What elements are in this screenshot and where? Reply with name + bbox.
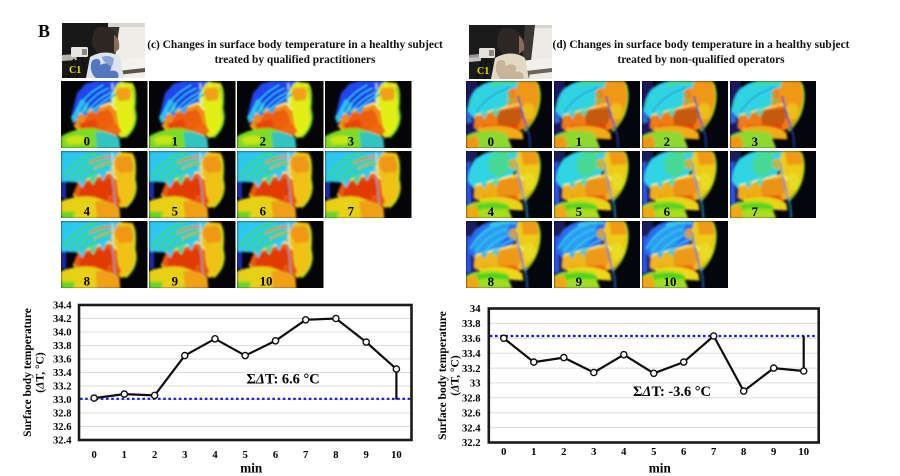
svg-text:0: 0 [91, 450, 96, 461]
svg-text:C1: C1 [69, 65, 81, 76]
svg-text:2: 2 [663, 134, 669, 148]
svg-text:(ΔT, °C): (ΔT, °C) [35, 352, 47, 393]
svg-text:6: 6 [273, 450, 278, 461]
svg-text:34.0: 34.0 [53, 328, 72, 339]
svg-text:32.8: 32.8 [53, 409, 72, 420]
svg-text:4: 4 [84, 204, 91, 218]
svg-text:4: 4 [212, 450, 218, 461]
svg-text:33.2: 33.2 [53, 382, 72, 393]
svg-text:6: 6 [681, 447, 686, 458]
svg-text:(ΔT, °C): (ΔT, °C) [450, 355, 462, 396]
svg-text:8: 8 [741, 447, 746, 458]
svg-text:Surface body temperature: Surface body temperature [22, 308, 34, 437]
svg-text:4: 4 [621, 447, 627, 458]
svg-text:9: 9 [575, 274, 581, 288]
svg-text:33.6: 33.6 [53, 355, 72, 366]
svg-text:8: 8 [487, 274, 494, 288]
svg-text:1: 1 [122, 450, 127, 461]
svg-text:5: 5 [172, 204, 178, 218]
svg-text:9: 9 [771, 447, 776, 458]
svg-text:32.8: 32.8 [462, 394, 481, 405]
svg-text:9: 9 [172, 274, 178, 288]
svg-text:Surface body temperature: Surface body temperature [437, 311, 449, 440]
svg-text:9: 9 [364, 450, 369, 461]
svg-text:32.4: 32.4 [53, 436, 72, 447]
svg-text:6: 6 [663, 204, 670, 218]
svg-text:7: 7 [751, 204, 758, 218]
svg-text:2: 2 [152, 450, 157, 461]
svg-text:5: 5 [575, 204, 581, 218]
svg-text:5: 5 [243, 450, 248, 461]
svg-text:32.2: 32.2 [462, 438, 481, 449]
svg-text:34.2: 34.2 [53, 314, 72, 325]
svg-text:32.4: 32.4 [462, 423, 481, 434]
svg-text:10: 10 [391, 450, 402, 461]
svg-text:33.0: 33.0 [53, 395, 72, 406]
svg-text:2: 2 [561, 447, 566, 458]
svg-text:2: 2 [260, 134, 266, 148]
svg-text:7: 7 [348, 204, 355, 218]
svg-text:10: 10 [663, 274, 676, 288]
svg-text:33.4: 33.4 [53, 368, 72, 379]
svg-text:C1: C1 [477, 66, 489, 77]
svg-text:7: 7 [711, 447, 717, 458]
svg-text:3: 3 [591, 447, 596, 458]
svg-text:1: 1 [575, 134, 581, 148]
svg-text:34.4: 34.4 [53, 301, 72, 312]
svg-text:3: 3 [348, 134, 354, 148]
svg-text:33: 33 [470, 379, 481, 390]
svg-text:0: 0 [487, 134, 493, 148]
svg-text:7: 7 [303, 450, 309, 461]
svg-text:ΣΔT: -3.6 °C: ΣΔT: -3.6 °C [633, 384, 711, 400]
svg-text:5: 5 [651, 447, 656, 458]
svg-text:33.4: 33.4 [462, 349, 481, 360]
svg-text:8: 8 [333, 450, 338, 461]
svg-text:34: 34 [470, 304, 481, 315]
svg-text:32.6: 32.6 [462, 408, 481, 419]
svg-text:8: 8 [84, 274, 91, 288]
svg-text:33.6: 33.6 [462, 334, 481, 345]
svg-text:33.8: 33.8 [462, 319, 481, 330]
svg-text:min: min [240, 461, 263, 476]
svg-text:0: 0 [501, 447, 506, 458]
svg-text:33.2: 33.2 [462, 364, 481, 375]
svg-text:3: 3 [182, 450, 187, 461]
svg-text:32.6: 32.6 [53, 422, 72, 433]
svg-text:3: 3 [751, 134, 757, 148]
svg-text:0: 0 [84, 134, 90, 148]
svg-text:ΣΔT: 6.6 °C: ΣΔT: 6.6 °C [247, 372, 320, 388]
svg-text:10: 10 [798, 447, 809, 458]
svg-text:6: 6 [260, 204, 267, 218]
svg-text:1: 1 [172, 134, 178, 148]
svg-text:min: min [649, 461, 672, 476]
svg-text:4: 4 [487, 204, 494, 218]
svg-text:1: 1 [531, 447, 536, 458]
svg-text:33.8: 33.8 [53, 341, 72, 352]
svg-text:10: 10 [260, 274, 273, 288]
